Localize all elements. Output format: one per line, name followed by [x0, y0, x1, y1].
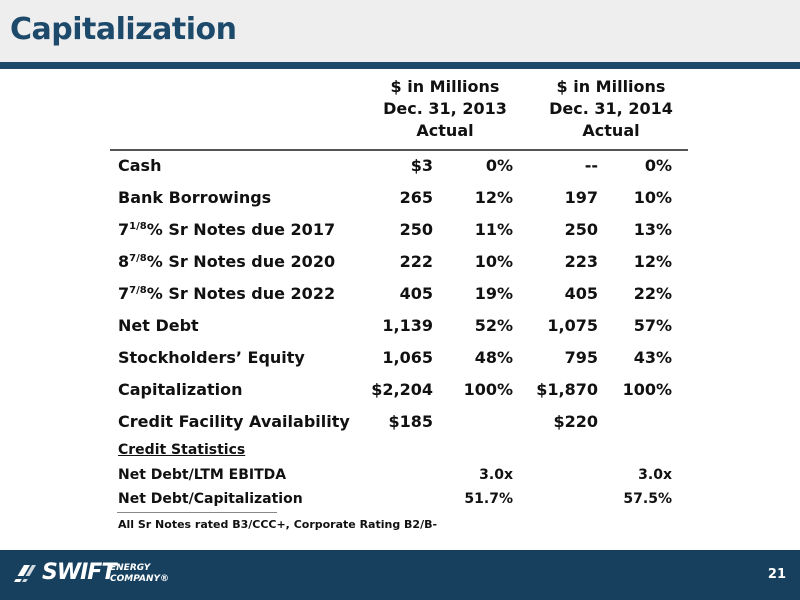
credit-statistics-heading: Credit Statistics — [118, 442, 246, 458]
row-label: Net Debt — [118, 316, 199, 335]
value-2014: 223 — [564, 252, 598, 271]
table-row-notes-2017: 71/8% Sr Notes due 2017 250 11% 250 13% — [0, 215, 800, 245]
percent-2014: 43% — [633, 348, 672, 367]
value-2013: 405 — [399, 284, 433, 303]
value-2014: 250 — [564, 220, 598, 239]
column-header-2013: $ in Millions Dec. 31, 2013 Actual — [360, 76, 530, 142]
row-label: Net Debt/Capitalization — [118, 491, 303, 507]
stats-row-debt-ebitda: Net Debt/LTM EBITDA 3.0x 3.0x — [0, 464, 800, 486]
logo-wordmark: SWIFT — [42, 560, 116, 585]
percent-2013: 100% — [463, 380, 513, 399]
table-row-notes-2020: 87/8% Sr Notes due 2020 222 10% 223 12% — [0, 247, 800, 277]
value-2013: 1,139 — [382, 316, 433, 335]
rate-fraction: 1/8 — [129, 221, 147, 232]
row-label: 71/8% Sr Notes due 2017 — [118, 215, 335, 245]
footnote-divider — [117, 512, 277, 513]
table-row-stockholders-equity: Stockholders’ Equity 1,065 48% 795 43% — [0, 343, 800, 373]
table-row-bank-borrowings: Bank Borrowings 265 12% 197 10% — [0, 183, 800, 213]
percent-2014: 13% — [633, 220, 672, 239]
row-label: Net Debt/LTM EBITDA — [118, 467, 287, 483]
value-2014: $220 — [553, 412, 598, 431]
table-row-cash: Cash $3 0% -- 0% — [0, 151, 800, 181]
percent-2013: 48% — [474, 348, 513, 367]
footnote: All Sr Notes rated B3/CCC+, Corporate Ra… — [118, 518, 438, 531]
percent-2013: 12% — [474, 188, 513, 207]
rate-fraction: 7/8 — [129, 285, 147, 296]
percent-2013: 19% — [474, 284, 513, 303]
column-header-date: Dec. 31, 2013 — [383, 99, 507, 118]
value-2013: 3.0x — [479, 467, 513, 483]
value-2014: 405 — [564, 284, 598, 303]
column-header-2014: $ in Millions Dec. 31, 2014 Actual — [526, 76, 696, 142]
percent-2013: 0% — [485, 156, 513, 175]
table-row-notes-2022: 77/8% Sr Notes due 2022 405 19% 405 22% — [0, 279, 800, 309]
percent-2013: 10% — [474, 252, 513, 271]
row-label: 77/8% Sr Notes due 2022 — [118, 279, 335, 309]
value-2014: -- — [584, 156, 598, 175]
swift-logo-icon — [10, 565, 36, 582]
title-divider — [0, 62, 800, 69]
percent-2014: 10% — [633, 188, 672, 207]
table-row-net-debt: Net Debt 1,139 52% 1,075 57% — [0, 311, 800, 341]
label-text: % Sr Notes due 2017 — [146, 220, 336, 239]
value-2013: 265 — [399, 188, 433, 207]
label-text: % Sr Notes due 2022 — [146, 284, 336, 303]
logo-sub-line2: COMPANY® — [110, 574, 169, 584]
footer-bar: SWIFT ENERGY COMPANY® 21 — [0, 550, 800, 600]
rate-fraction: 7/8 — [129, 253, 147, 264]
row-label: Capitalization — [118, 380, 243, 399]
rate-whole: 8 — [118, 252, 130, 271]
rate-whole: 7 — [118, 284, 130, 303]
percent-2014: 0% — [644, 156, 672, 175]
percent-2014: 100% — [622, 380, 672, 399]
value-2013: 250 — [399, 220, 433, 239]
table-row-credit-facility: Credit Facility Availability $185 $220 — [0, 407, 800, 437]
logo-sub-line1: ENERGY — [110, 563, 151, 573]
title-bar: Capitalization — [0, 0, 800, 62]
row-label: 87/8% Sr Notes due 2020 — [118, 247, 335, 277]
row-label: Cash — [118, 156, 162, 175]
value-2013: $2,204 — [371, 380, 433, 399]
value-2013: $3 — [410, 156, 433, 175]
percent-2014: 22% — [633, 284, 672, 303]
page-number: 21 — [767, 567, 786, 582]
rate-whole: 7 — [118, 220, 130, 239]
value-2013: 222 — [399, 252, 433, 271]
value-2014: 57.5% — [623, 491, 672, 507]
stats-row-debt-capitalization: Net Debt/Capitalization 51.7% 57.5% — [0, 488, 800, 510]
row-label: Credit Facility Availability — [118, 412, 350, 431]
percent-2014: 12% — [633, 252, 672, 271]
column-header-units: $ in Millions — [390, 77, 500, 96]
logo-subtitle: ENERGY COMPANY® — [110, 563, 169, 585]
value-2014: 795 — [564, 348, 598, 367]
value-2014: 197 — [564, 188, 598, 207]
value-2014: 1,075 — [547, 316, 598, 335]
row-label: Bank Borrowings — [118, 188, 272, 207]
label-text: % Sr Notes due 2020 — [146, 252, 336, 271]
table-row-capitalization: Capitalization $2,204 100% $1,870 100% — [0, 375, 800, 405]
percent-2013: 52% — [474, 316, 513, 335]
value-2013: 51.7% — [464, 491, 513, 507]
company-logo: SWIFT ENERGY COMPANY® — [10, 560, 190, 590]
value-2013: 1,065 — [382, 348, 433, 367]
percent-2014: 57% — [633, 316, 672, 335]
column-header-basis: Actual — [582, 121, 640, 140]
column-header-units: $ in Millions — [556, 77, 666, 96]
column-header-basis: Actual — [416, 121, 474, 140]
column-header-date: Dec. 31, 2014 — [549, 99, 673, 118]
page-title: Capitalization — [10, 12, 237, 47]
table-top-rule — [110, 149, 688, 151]
value-2014: 3.0x — [638, 467, 672, 483]
value-2014: $1,870 — [536, 380, 598, 399]
percent-2013: 11% — [474, 220, 513, 239]
value-2013: $185 — [388, 412, 433, 431]
row-label: Stockholders’ Equity — [118, 348, 305, 367]
